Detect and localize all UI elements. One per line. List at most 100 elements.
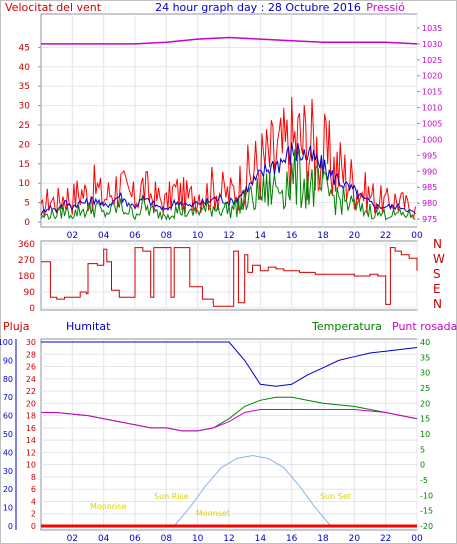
temperature-tick-label: 35	[420, 353, 430, 362]
rain-tick-label: 14	[26, 436, 36, 445]
x-tick-label: 02	[67, 231, 78, 241]
temperature-label: Temperatura	[311, 320, 382, 333]
wind-panel-series	[40, 36, 418, 221]
humidity-tick-label: 0	[8, 522, 13, 531]
temperature-tick-label: 30	[420, 369, 430, 378]
humidity-tick-label: 50	[3, 430, 13, 439]
x-tick-label: 12	[223, 534, 234, 544]
sunrise-annotation: Sun Rise	[154, 492, 189, 501]
temperature-tick-label: -10	[420, 491, 433, 500]
temperature-tick-label: -20	[420, 522, 433, 531]
pressure-line	[41, 36, 418, 45]
pressure-tick-label: 985	[422, 183, 437, 192]
climate-panel-series	[41, 341, 418, 528]
wind-tick-label: 40	[19, 63, 31, 73]
x-tick-label: 22	[380, 231, 391, 241]
compass-label: S	[433, 267, 441, 281]
x-tick-label: 00	[411, 534, 423, 544]
x-tick-label: 12	[223, 231, 234, 241]
wind-series-line	[40, 142, 416, 216]
x-tick-label: 22	[380, 534, 391, 544]
rain-tick-label: 4	[31, 497, 36, 506]
humidity-tick-label: 80	[3, 375, 13, 384]
pressure-tick-label: 990	[422, 167, 437, 176]
dewpoint-label: Punt rosada	[392, 320, 457, 333]
wind-panel-grid	[41, 14, 418, 227]
pressure-tick-label: 980	[422, 199, 437, 208]
x-tick-label: 10	[192, 534, 204, 544]
pressure-tick-label: 975	[422, 215, 437, 224]
climate-series-line	[41, 409, 418, 432]
temperature-tick-label: 40	[420, 338, 430, 347]
compass-label: E	[433, 282, 441, 296]
rain-tick-label: 28	[26, 350, 36, 359]
x-tick-label: 16	[286, 534, 298, 544]
compass-label: W	[433, 252, 445, 266]
direction-panel-series	[41, 247, 418, 307]
wind-tick-label: 30	[19, 102, 31, 112]
rain-tick-label: 16	[26, 424, 36, 433]
x-tick-label: 14	[255, 231, 267, 241]
compass-label: N	[433, 237, 442, 251]
pressure-tick-label: 1000	[422, 135, 442, 144]
rain-tick-label: 12	[26, 448, 36, 457]
rain-tick-label: 0	[31, 522, 36, 531]
humidity-tick-label: 90	[3, 356, 13, 365]
wind-tick-label: 0	[24, 218, 30, 228]
temperature-tick-label: 15	[420, 415, 430, 424]
wind-panel-axes: 0510152025303540459759809859909951000100…	[19, 24, 443, 241]
humidity-tick-label: 70	[3, 393, 13, 402]
temperature-tick-label: 0	[420, 461, 425, 470]
graph-title: 24 hour graph day : 28 Octubre 2016	[155, 1, 361, 14]
x-tick-label: 06	[129, 231, 141, 241]
humidity-tick-label: 100	[0, 338, 13, 347]
humidity-tick-label: 60	[3, 412, 13, 421]
rain-tick-label: 26	[26, 363, 36, 372]
pressure-label: Pressió	[366, 1, 405, 14]
rain-tick-label: 30	[26, 338, 36, 347]
x-tick-label: 20	[349, 231, 361, 241]
humidity-tick-label: 10	[3, 504, 13, 513]
x-tick-label: 16	[286, 231, 298, 241]
pressure-tick-label: 1025	[422, 56, 442, 65]
temperature-tick-label: 10	[420, 430, 430, 439]
moonrise-annotation: Moonrise	[90, 502, 126, 511]
climate-series-line	[173, 454, 332, 527]
temperature-tick-label: -5	[420, 476, 428, 485]
wind-tick-label: 45	[19, 43, 30, 53]
humidity-tick-label: 40	[3, 448, 13, 457]
humidity-tick-label: 30	[3, 467, 13, 476]
x-tick-label: 06	[129, 534, 141, 544]
rain-tick-label: 8	[31, 473, 36, 482]
rain-tick-label: 24	[26, 375, 36, 384]
pressure-tick-label: 995	[422, 151, 437, 160]
wind-tick-label: 35	[19, 82, 30, 92]
pressure-tick-label: 1035	[422, 24, 442, 33]
rain-tick-label: 22	[26, 387, 36, 396]
x-tick-label: 08	[161, 231, 173, 241]
pressure-tick-label: 1010	[422, 104, 442, 113]
wind-tick-label: 25	[19, 121, 30, 131]
sunset-annotation: Sun Set	[320, 492, 351, 501]
direction-tick-label: 270	[18, 256, 35, 266]
rain-tick-label: 18	[26, 412, 36, 421]
pressure-tick-label: 1015	[422, 88, 442, 97]
x-tick-label: 08	[161, 534, 173, 544]
compass-label: N	[433, 297, 442, 311]
x-tick-label: 04	[98, 534, 110, 544]
x-tick-label: 02	[67, 534, 78, 544]
rain-label: Pluja	[3, 320, 29, 333]
x-tick-label: 04	[98, 231, 110, 241]
wind-tick-label: 10	[19, 179, 31, 189]
rain-tick-label: 20	[26, 399, 36, 408]
wind-tick-label: 5	[24, 199, 30, 209]
x-tick-label: 18	[317, 231, 329, 241]
temperature-tick-label: 5	[420, 445, 425, 454]
temperature-tick-label: 25	[420, 384, 430, 393]
temperature-tick-label: 20	[420, 399, 430, 408]
rain-tick-label: 2	[31, 510, 36, 519]
pressure-tick-label: 1020	[422, 72, 442, 81]
wind-series-line	[40, 97, 416, 219]
